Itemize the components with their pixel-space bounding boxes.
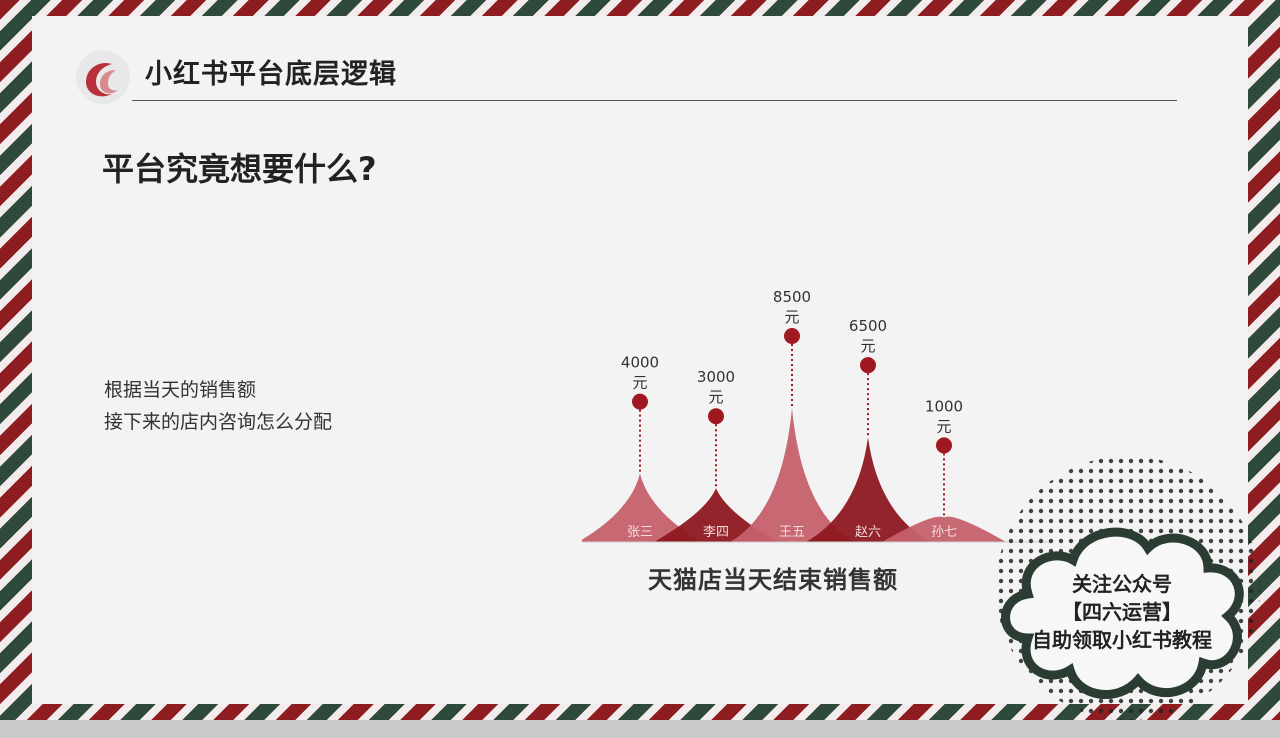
chart-unit-label: 元 <box>936 417 951 435</box>
promo-line: 关注公众号 <box>1072 572 1172 596</box>
chart-value-label: 4000 <box>621 354 659 372</box>
page-title: 小红书平台底层逻辑 <box>145 59 397 90</box>
chart-caption: 天猫店当天结束销售额 <box>648 566 898 594</box>
chart-category-label: 张三 <box>627 525 653 540</box>
chart-peak <box>882 516 1006 542</box>
promo-text: 关注公众号 【四六运营】 自助领取小红书教程 <box>1007 570 1237 654</box>
promo-cloud <box>996 456 1260 720</box>
description-line: 接下来的店内咨询怎么分配 <box>104 411 333 433</box>
sales-chart: 4000 元张三 3000 元李四 8500 元王五 6500 元赵六 1000 元孙七 <box>582 288 1052 543</box>
chart-point <box>936 437 952 454</box>
chart-point <box>860 357 876 374</box>
chart-point <box>632 393 648 410</box>
chart-unit-label: 元 <box>784 308 799 326</box>
promo-line: 自助领取小红书教程 <box>1032 628 1212 652</box>
chart-category-label: 赵六 <box>855 525 881 540</box>
chart-peak <box>654 488 778 542</box>
chart-value-label: 3000 <box>697 368 735 386</box>
chart-point <box>708 408 724 425</box>
description: 根据当天的销售额 接下来的店内咨询怎么分配 <box>104 374 332 438</box>
chart-unit-label: 元 <box>632 374 647 392</box>
title-divider <box>132 100 1177 101</box>
chart-peak <box>806 437 930 542</box>
promo-line: 【四六运营】 <box>1062 600 1182 624</box>
chart-category-label: 孙七 <box>931 525 957 540</box>
chart-category-label: 李四 <box>703 525 729 540</box>
chart-value-label: 1000 <box>925 397 963 415</box>
chart-peak <box>582 473 702 542</box>
slide: 小红书平台底层逻辑 平台究竟想要什么? 根据当天的销售额 接下来的店内咨询怎么分… <box>32 16 1260 720</box>
chart-unit-label: 元 <box>860 337 875 355</box>
chart-value-label: 6500 <box>849 317 887 335</box>
chart-value-label: 8500 <box>773 288 811 306</box>
logo-icon <box>76 50 130 104</box>
question-heading: 平台究竟想要什么? <box>102 150 377 188</box>
chart-unit-label: 元 <box>708 388 723 406</box>
chart-peak <box>730 408 854 542</box>
chart-point <box>784 328 800 344</box>
description-line: 根据当天的销售额 <box>104 379 257 401</box>
chart-category-label: 王五 <box>779 525 805 540</box>
